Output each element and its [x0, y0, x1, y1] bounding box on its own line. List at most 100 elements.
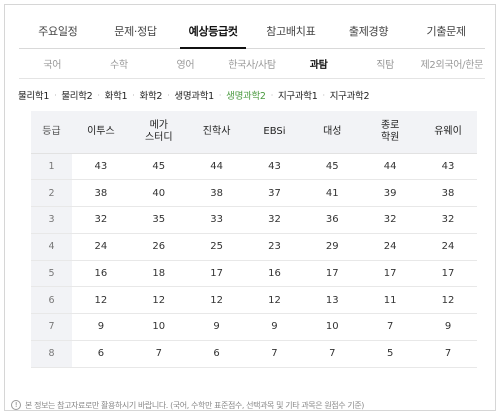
subject-area-tab-bar: 국어 수학 영어 한국사/사탐 과탐 직탐 제2외국어/한문 [19, 49, 485, 79]
disclaimer: ! 본 정보는 참고자료로만 활용하시기 바랍니다. (국어, 수학만 표준점수… [11, 398, 499, 412]
provider-column-header: 종로 학원 [361, 111, 420, 154]
cut-score-cell: 7 [361, 313, 420, 341]
cut-score-cell: 38 [72, 179, 130, 207]
table-row: 5 16 18 17 16 17 17 17 [31, 260, 477, 288]
main-tab[interactable]: 예상등급컷 [174, 13, 252, 49]
subject-link[interactable]: 지구과학1 [277, 91, 318, 102]
cut-score-cell: 9 [187, 313, 246, 341]
subject-separator: · [322, 90, 325, 100]
cut-score-cell: 13 [303, 286, 362, 314]
cut-score-cell: 6 [72, 340, 130, 368]
sub-tab[interactable]: 국어 [43, 60, 62, 71]
cut-score-cell: 32 [361, 206, 420, 234]
cut-score-cell: 29 [303, 233, 362, 261]
provider-column-header: 이투스 [72, 111, 130, 154]
sub-tab[interactable]: 수학 [109, 60, 128, 71]
cut-score-cell: 7 [245, 340, 304, 368]
cut-score-cell: 44 [187, 153, 246, 181]
cut-score-cell: 44 [361, 153, 420, 181]
main-tab[interactable]: 문제·정답 [114, 24, 157, 38]
cut-score-cell: 24 [72, 233, 130, 261]
cut-score-cell: 35 [129, 206, 188, 234]
subject-link[interactable]: 생명과학1 [174, 91, 214, 102]
subject-separator: · [132, 90, 135, 100]
grade-cut-panel: 주요일정 문제·정답 예상등급컷 참고배치표 출제경향 기출문제 국어 수학 영어 한국사/사탐… [4, 4, 496, 411]
main-tab[interactable]: 주요일정 [38, 24, 78, 38]
main-tab[interactable]: 참고배치표 [266, 24, 316, 38]
cut-score-cell: 36 [303, 206, 362, 234]
main-tab-bar: 주요일정 문제·정답 예상등급컷 참고배치표 출제경향 기출문제 [19, 13, 485, 49]
provider-column-header: 대성 [303, 111, 362, 154]
cut-score-cell: 39 [361, 179, 420, 207]
cut-score-cell: 40 [129, 179, 188, 207]
cut-score-cell: 9 [72, 313, 130, 341]
cut-score-cell: 12 [419, 286, 477, 314]
provider-column-header: 진학사 [187, 111, 246, 154]
cut-score-cell: 33 [187, 206, 246, 234]
grade-label: 6 [31, 286, 72, 314]
cut-score-cell: 32 [419, 206, 477, 234]
sub-tab[interactable]: 한국사/사탐 [228, 60, 276, 71]
sub-tab[interactable]: 직탐 [376, 60, 395, 71]
cut-score-cell: 24 [361, 233, 420, 261]
sub-tab[interactable]: 과탐 [309, 60, 328, 71]
cut-score-cell: 17 [361, 260, 420, 288]
cut-score-cell: 24 [419, 233, 477, 261]
cut-score-cell: 17 [187, 260, 246, 288]
table-row: 4 24 26 25 23 29 24 24 [31, 233, 477, 261]
grade-label: 2 [31, 179, 72, 207]
subject-link[interactable]: 화학1 [104, 91, 128, 102]
cut-score-cell: 9 [245, 313, 304, 341]
cut-score-cell: 16 [72, 260, 130, 288]
cut-score-cell: 16 [245, 260, 304, 288]
subject-separator: · [97, 90, 100, 100]
cut-score-cell: 12 [72, 286, 130, 314]
provider-column-header: EBSi [245, 111, 304, 154]
cut-score-cell: 7 [303, 340, 362, 368]
cut-score-cell: 45 [129, 153, 188, 181]
cut-score-cell: 26 [129, 233, 188, 261]
cut-score-cell: 23 [245, 233, 304, 261]
subject-link[interactable]: 지구과학2 [329, 91, 370, 102]
cut-score-cell: 11 [361, 286, 420, 314]
cut-score-cell: 10 [129, 313, 188, 341]
subject-selector: 물리학1 · 물리학2 · 화학1 · 화학2 · 생명과학1 · 생명과학2 · 지구과학1 · 지구과학… [18, 88, 488, 103]
cut-score-cell: 7 [129, 340, 188, 368]
cut-score-cell: 32 [72, 206, 130, 234]
grade-label: 4 [31, 233, 72, 261]
table-row: 6 12 12 12 12 13 11 12 [31, 286, 477, 314]
subject-link[interactable]: 화학2 [139, 91, 163, 102]
table-row: 2 38 40 38 37 41 39 38 [31, 179, 477, 207]
subject-link[interactable]: 물리학2 [61, 91, 93, 102]
provider-column-header: 메가 스터디 [129, 111, 188, 154]
subject-separator: · [218, 90, 222, 100]
provider-column-header: 유웨이 [419, 111, 477, 154]
cut-score-cell: 38 [187, 179, 246, 207]
cut-score-cell: 45 [303, 153, 362, 181]
notice-icon: ! [11, 400, 21, 410]
main-tab[interactable]: 출제경향 [348, 24, 389, 38]
subject-separator: · [54, 90, 57, 100]
cut-score-cell: 43 [245, 153, 304, 181]
cut-score-cell: 37 [245, 179, 304, 207]
table-header-row: 등급 이투스 메가 스터디 진학사 EBSi 대성 종로 학원 유웨이 [31, 111, 477, 154]
grade-label: 5 [31, 260, 72, 288]
cut-score-cell: 38 [419, 179, 477, 207]
cut-score-cell: 10 [303, 313, 362, 341]
grade-label: 7 [31, 313, 72, 341]
cut-score-cell: 43 [419, 153, 477, 181]
table-row: 7 9 10 9 9 10 7 9 [31, 313, 477, 341]
subject-link[interactable]: 생명과학2 [226, 91, 266, 102]
cut-score-cell: 41 [303, 179, 362, 207]
cut-score-cell: 9 [419, 313, 477, 341]
cut-score-cell: 6 [187, 340, 246, 368]
cut-score-cell: 18 [129, 260, 188, 288]
sub-tab[interactable]: 제2외국어/한문 [420, 60, 484, 71]
subject-link[interactable]: 물리학1 [18, 91, 50, 102]
disclaimer-text: 본 정보는 참고자료로만 활용하시기 바랍니다. (국어, 수학만 표준점수, … [25, 400, 365, 410]
cut-score-cell: 25 [187, 233, 246, 261]
cut-score-cell: 12 [245, 286, 304, 314]
sub-tab[interactable]: 영어 [176, 60, 195, 71]
main-tab[interactable]: 기출문제 [426, 24, 467, 38]
